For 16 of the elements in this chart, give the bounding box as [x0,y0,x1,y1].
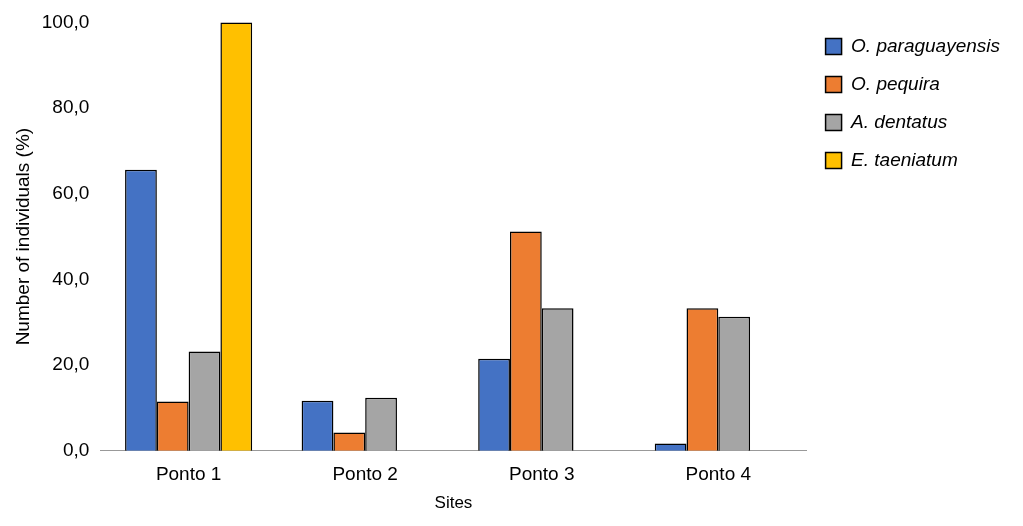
y-tick-label: 60,0 [52,181,90,203]
y-tick-label: 80,0 [52,96,90,118]
x-tick-label: Ponto 3 [508,463,575,485]
legend-label: A. dentatus [850,110,948,132]
legend-label: O. pequira [851,72,940,94]
x-tick-label: Ponto 2 [332,463,398,485]
y-tick-label: 40,0 [52,267,90,289]
y-tick-label: 20,0 [52,353,90,375]
legend-label: E. taeniatum [851,148,958,170]
x-tick-label: Ponto 4 [685,463,752,485]
legend-label: O. paraguayensis [851,34,1001,56]
x-axis-title: Sites [434,493,473,513]
y-tick-label: 100,0 [41,10,90,32]
y-tick-label: 0,0 [62,439,90,461]
x-tick-label: Ponto 1 [155,463,222,485]
y-axis-title: Number of individuals (%) [11,127,33,346]
